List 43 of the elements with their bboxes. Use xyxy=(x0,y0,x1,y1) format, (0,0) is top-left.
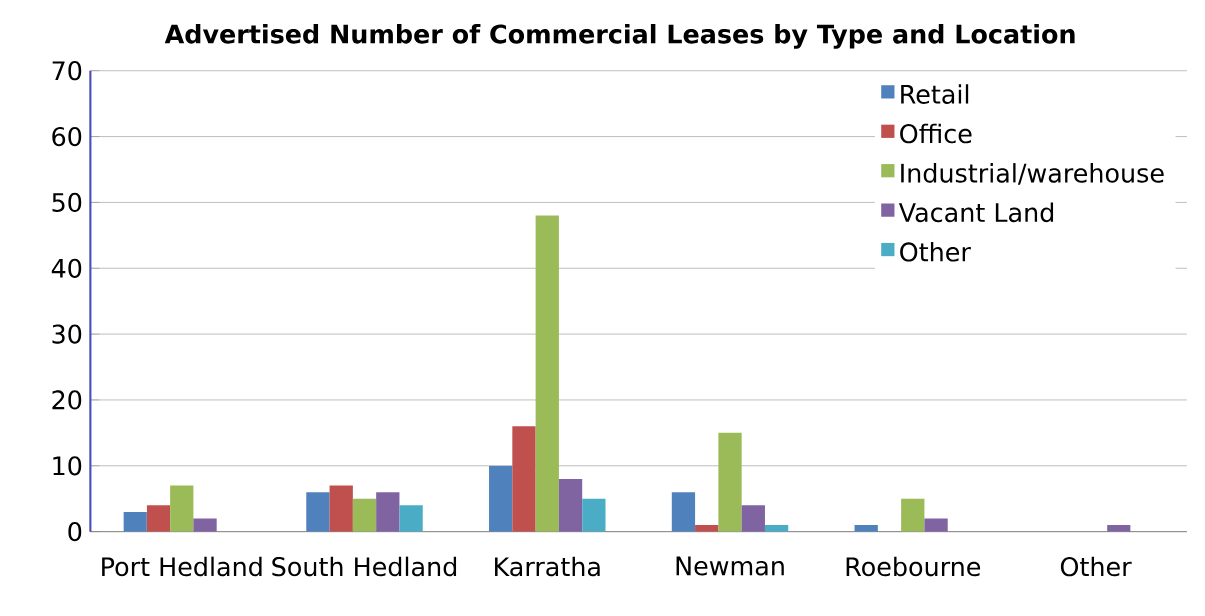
x-tick-label: Newman xyxy=(676,556,784,576)
bar xyxy=(671,492,696,532)
bar xyxy=(489,465,513,532)
legend-label: Other xyxy=(900,241,971,262)
bar xyxy=(146,505,171,532)
bar xyxy=(764,525,789,532)
bar xyxy=(352,498,377,532)
y-tick-label: 70 xyxy=(52,61,82,81)
y-tick-label: 20 xyxy=(52,390,82,410)
bar xyxy=(741,505,765,532)
bar xyxy=(535,215,559,532)
bar xyxy=(718,432,742,532)
legend-label: Retail xyxy=(901,84,969,104)
y-tick-label: 10 xyxy=(53,456,82,476)
x-tick-label: Roebourne xyxy=(846,556,981,577)
bar xyxy=(512,426,536,532)
chart-title: Advertised Number of Commercial Leases by Type and Location xyxy=(164,23,1075,49)
legend-label: Office xyxy=(900,123,972,144)
bar xyxy=(854,525,878,532)
bar xyxy=(193,518,217,532)
legend-label: Industrial/warehouse xyxy=(901,163,1164,185)
bar xyxy=(399,505,423,532)
y-tick-label: 30 xyxy=(52,324,82,344)
y-tick-label: 40 xyxy=(51,258,82,278)
y-tick-label: 0 xyxy=(68,522,82,542)
bar xyxy=(329,485,353,532)
bar xyxy=(901,498,925,532)
x-tick-label: Port Hedland xyxy=(102,556,262,577)
x-tick-label: Other xyxy=(1060,556,1132,577)
bar xyxy=(558,478,583,532)
x-tick-label: South Hedland xyxy=(272,556,457,577)
bar xyxy=(306,492,330,532)
y-tick-label: 60 xyxy=(52,126,82,147)
bar xyxy=(582,498,606,532)
x-tick-label: Karratha xyxy=(495,556,600,577)
bar xyxy=(123,511,147,532)
bar xyxy=(695,525,719,532)
bar xyxy=(924,518,948,532)
bar xyxy=(170,485,194,532)
bar xyxy=(1107,525,1131,532)
bar xyxy=(376,492,400,532)
y-tick-label: 50 xyxy=(52,192,82,213)
legend-label: Vacant Land xyxy=(898,202,1054,223)
